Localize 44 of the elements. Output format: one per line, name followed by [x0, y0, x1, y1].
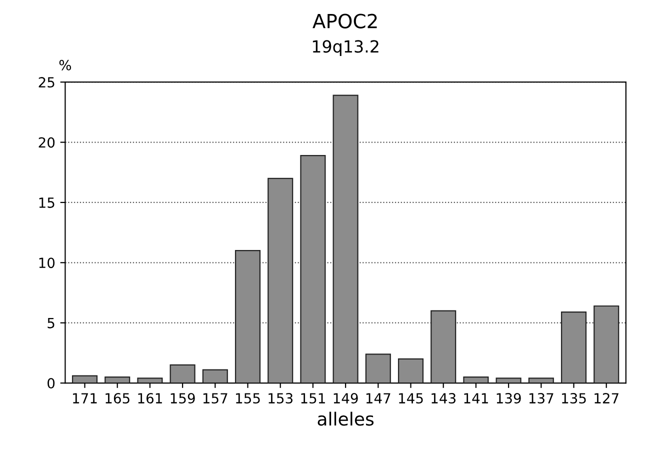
- bar: [398, 358, 424, 384]
- bar: [104, 376, 130, 384]
- bar: [463, 376, 489, 384]
- x-tick-label: 127: [594, 393, 618, 404]
- x-tick-label: 153: [268, 393, 292, 404]
- bar: [430, 310, 456, 384]
- x-tick-label: 165: [106, 393, 130, 404]
- bar: [594, 305, 620, 384]
- x-tick-label: 141: [464, 393, 488, 404]
- x-tick-label: 171: [73, 393, 97, 404]
- bar: [496, 378, 522, 384]
- bar: [234, 250, 261, 384]
- x-tick-label: 143: [432, 393, 456, 404]
- bar: [300, 154, 326, 384]
- bar: [528, 378, 554, 384]
- y-axis-title: %: [59, 60, 72, 70]
- y-tick-label: 5: [48, 318, 54, 328]
- bar: [202, 369, 228, 384]
- x-tick-label: 157: [203, 393, 228, 404]
- x-tick-label: 139: [496, 393, 521, 404]
- x-tick-label: 161: [138, 393, 162, 404]
- x-tick-label: 155: [236, 393, 260, 404]
- bar: [72, 375, 98, 384]
- y-tick-label: 0: [48, 378, 55, 389]
- chart-title: APOC2: [312, 14, 377, 28]
- bar: [170, 364, 196, 384]
- y-tick-label: 20: [38, 137, 55, 148]
- y-tick-label: 25: [38, 77, 54, 88]
- bar: [365, 354, 391, 384]
- x-tick-label: 149: [334, 393, 358, 404]
- x-tick-label: 137: [529, 393, 554, 404]
- bar: [137, 378, 163, 384]
- chart-subtitle: 19q13.2: [312, 40, 378, 56]
- x-tick-label: 151: [301, 393, 325, 404]
- y-tick-label: 10: [39, 258, 55, 268]
- bar: [560, 311, 587, 384]
- x-axis-title: alleles: [318, 412, 374, 426]
- x-tick-label: 135: [562, 393, 586, 404]
- x-tick-label: 145: [399, 393, 423, 404]
- bar: [268, 178, 294, 384]
- x-tick-label: 159: [170, 393, 195, 404]
- x-tick-label: 147: [366, 393, 390, 404]
- y-tick-label: 15: [39, 198, 54, 208]
- bar: [332, 94, 358, 384]
